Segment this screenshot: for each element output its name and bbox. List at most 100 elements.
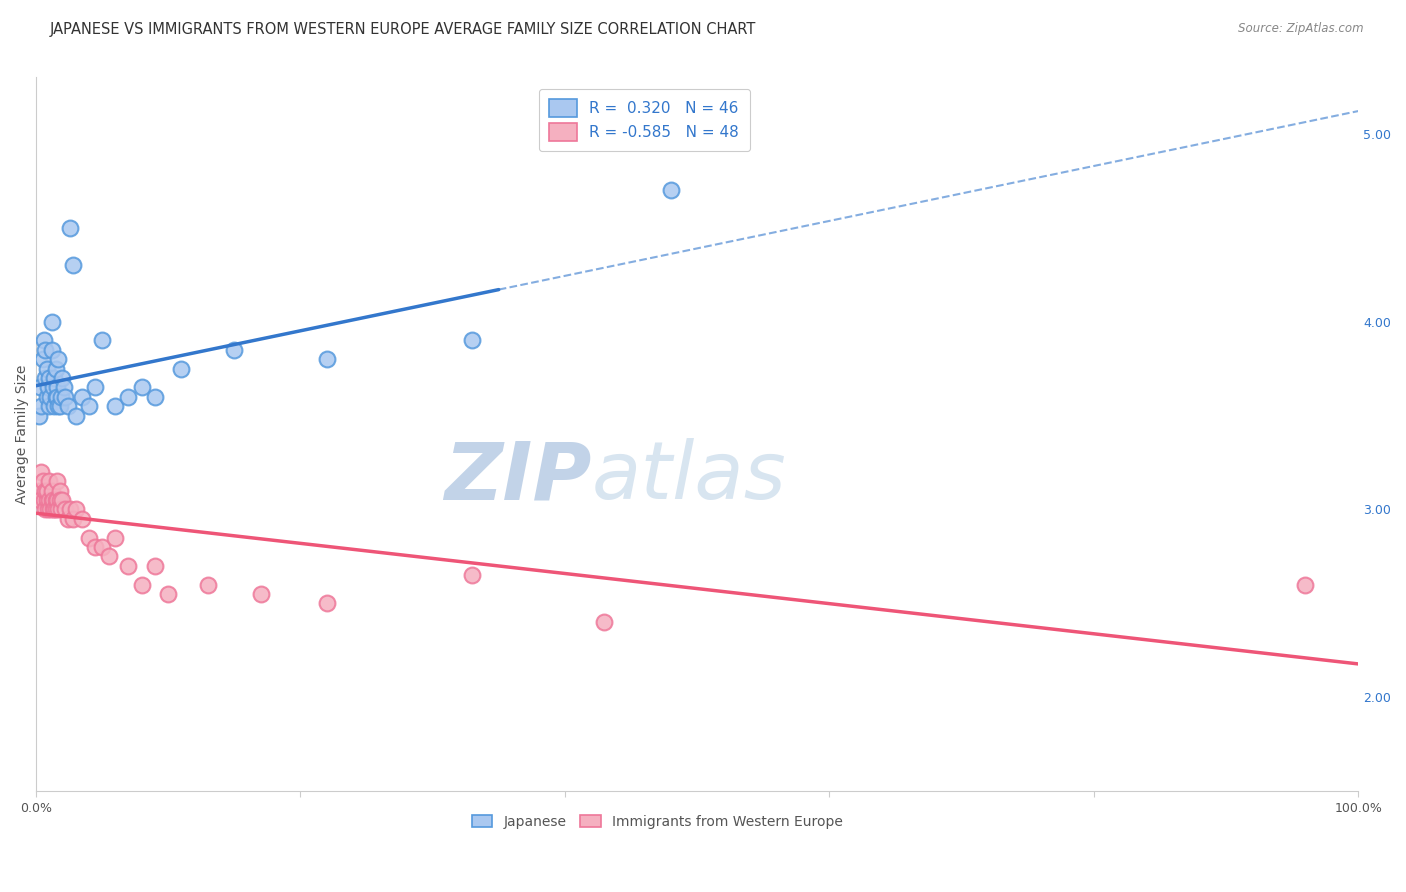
Text: atlas: atlas — [592, 438, 786, 516]
Point — [48, 352, 70, 367]
Point — [51, 493, 73, 508]
Point — [461, 568, 484, 582]
Point — [34, 371, 56, 385]
Point — [38, 475, 60, 489]
Point — [62, 258, 84, 272]
Point — [42, 502, 65, 516]
Point — [65, 409, 87, 423]
Point — [46, 493, 69, 508]
Point — [70, 390, 93, 404]
Point — [315, 352, 337, 367]
Point — [104, 399, 127, 413]
Point — [41, 315, 63, 329]
Point — [46, 390, 69, 404]
Point — [1294, 577, 1316, 591]
Point — [91, 540, 114, 554]
Point — [38, 371, 60, 385]
Point — [131, 380, 153, 394]
Point — [45, 361, 67, 376]
Point — [197, 577, 219, 591]
Point — [45, 493, 67, 508]
Point — [48, 399, 70, 413]
Point — [593, 615, 616, 630]
Point — [44, 502, 66, 516]
Point — [77, 531, 100, 545]
Point — [49, 390, 72, 404]
Point — [53, 390, 76, 404]
Point — [35, 390, 58, 404]
Point — [131, 577, 153, 591]
Point — [143, 558, 166, 573]
Point — [48, 399, 70, 413]
Point — [117, 558, 139, 573]
Point — [97, 549, 120, 564]
Point — [45, 502, 67, 516]
Point — [34, 502, 56, 516]
Point — [39, 390, 62, 404]
Point — [30, 465, 52, 479]
Point — [59, 502, 82, 516]
Point — [315, 596, 337, 610]
Point — [52, 380, 75, 394]
Point — [70, 512, 93, 526]
Point — [41, 343, 63, 357]
Point — [56, 399, 79, 413]
Point — [35, 361, 58, 376]
Point — [27, 409, 49, 423]
Point — [59, 220, 82, 235]
Point — [42, 380, 65, 394]
Point — [46, 380, 69, 394]
Point — [53, 502, 76, 516]
Point — [42, 493, 65, 508]
Point — [84, 540, 107, 554]
Point — [37, 502, 59, 516]
Point — [77, 399, 100, 413]
Point — [46, 475, 69, 489]
Point — [157, 587, 180, 601]
Point — [91, 334, 114, 348]
Point — [51, 371, 73, 385]
Point — [27, 483, 49, 498]
Legend: Japanese, Immigrants from Western Europe: Japanese, Immigrants from Western Europe — [465, 809, 849, 834]
Point — [28, 493, 51, 508]
Point — [65, 502, 87, 516]
Point — [38, 493, 60, 508]
Point — [37, 380, 59, 394]
Point — [41, 483, 63, 498]
Point — [32, 334, 55, 348]
Y-axis label: Average Family Size: Average Family Size — [15, 365, 30, 504]
Point — [38, 399, 60, 413]
Point — [170, 361, 193, 376]
Point — [44, 399, 66, 413]
Point — [143, 390, 166, 404]
Point — [45, 390, 67, 404]
Point — [461, 334, 484, 348]
Text: Source: ZipAtlas.com: Source: ZipAtlas.com — [1239, 22, 1364, 36]
Point — [41, 493, 63, 508]
Point — [34, 483, 56, 498]
Point — [31, 475, 53, 489]
Point — [249, 587, 271, 601]
Text: ZIP: ZIP — [444, 438, 592, 516]
Point — [224, 343, 246, 357]
Point — [117, 390, 139, 404]
Point — [39, 502, 62, 516]
Point — [28, 380, 51, 394]
Point — [56, 512, 79, 526]
Point — [44, 371, 66, 385]
Point — [32, 493, 55, 508]
Point — [84, 380, 107, 394]
Point — [104, 531, 127, 545]
Point — [34, 343, 56, 357]
Point — [48, 493, 70, 508]
Point — [48, 483, 70, 498]
Point — [62, 512, 84, 526]
Point — [31, 352, 53, 367]
Point — [35, 493, 58, 508]
Text: JAPANESE VS IMMIGRANTS FROM WESTERN EUROPE AVERAGE FAMILY SIZE CORRELATION CHART: JAPANESE VS IMMIGRANTS FROM WESTERN EURO… — [49, 22, 755, 37]
Point — [30, 399, 52, 413]
Point — [48, 502, 70, 516]
Point — [35, 483, 58, 498]
Point — [659, 183, 682, 197]
Point — [49, 502, 72, 516]
